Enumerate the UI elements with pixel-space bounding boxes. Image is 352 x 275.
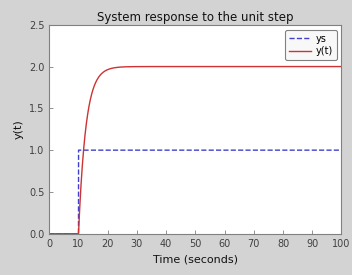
y(t)	[339, 65, 344, 68]
ys	[76, 148, 81, 152]
y(t)	[81, 155, 85, 158]
ys	[339, 148, 344, 152]
ys	[117, 148, 121, 152]
Line: y(t): y(t)	[49, 67, 341, 234]
y(t)	[117, 65, 121, 69]
Title: System response to the unit step: System response to the unit step	[97, 10, 294, 24]
ys	[221, 148, 225, 152]
y(t)	[338, 65, 342, 68]
X-axis label: Time (seconds): Time (seconds)	[153, 254, 238, 264]
ys	[47, 232, 51, 235]
ys	[159, 148, 163, 152]
ys	[81, 148, 85, 152]
Line: ys: ys	[49, 150, 341, 234]
y(t)	[161, 65, 165, 68]
Legend: ys, y(t): ys, y(t)	[285, 30, 337, 60]
ys	[100, 148, 105, 152]
y(t)	[159, 65, 163, 68]
y(t)	[47, 232, 51, 235]
Y-axis label: y(t): y(t)	[13, 119, 23, 139]
y(t)	[100, 71, 105, 75]
ys	[161, 148, 165, 152]
y(t)	[221, 65, 225, 68]
